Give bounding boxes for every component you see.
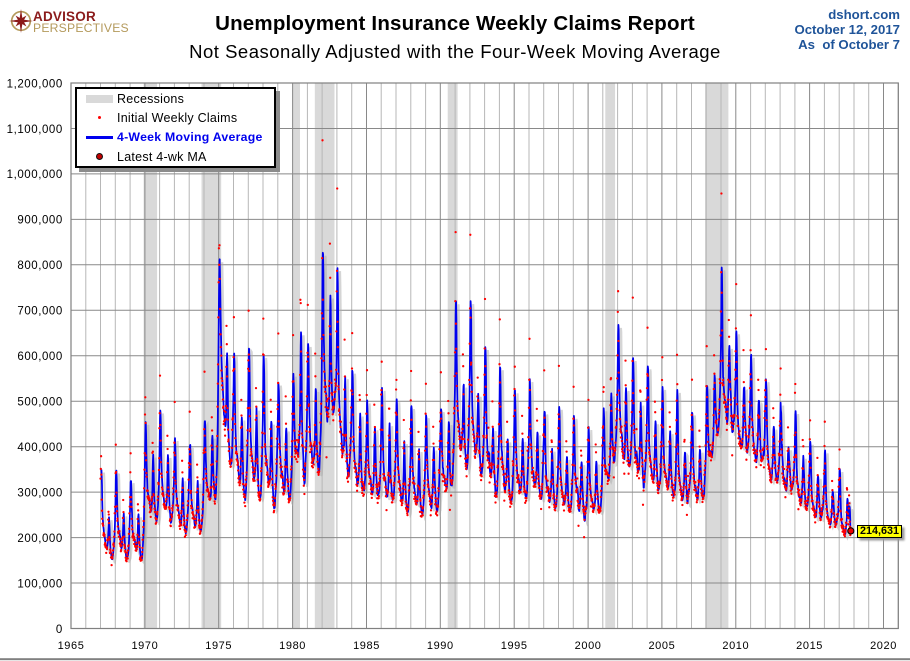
svg-text:1995: 1995 [501,640,528,652]
svg-text:300,000: 300,000 [17,487,62,499]
svg-text:1965: 1965 [58,640,85,652]
svg-text:1970: 1970 [131,640,158,652]
svg-text:1,200,000: 1,200,000 [7,78,63,90]
svg-text:2020: 2020 [870,640,897,652]
svg-text:2005: 2005 [648,640,675,652]
svg-text:600,000: 600,000 [17,351,62,363]
svg-text:1975: 1975 [205,640,232,652]
svg-text:0: 0 [56,624,63,636]
svg-text:2000: 2000 [575,640,602,652]
svg-text:1,000,000: 1,000,000 [7,169,63,181]
svg-text:200,000: 200,000 [17,533,62,545]
svg-text:2010: 2010 [722,640,749,652]
svg-text:400,000: 400,000 [17,442,62,454]
svg-text:2015: 2015 [796,640,823,652]
svg-text:1980: 1980 [279,640,306,652]
svg-text:900,000: 900,000 [17,215,62,227]
svg-text:100,000: 100,000 [17,578,62,590]
svg-text:800,000: 800,000 [17,260,62,272]
svg-text:700,000: 700,000 [17,306,62,318]
svg-text:1990: 1990 [427,640,454,652]
svg-text:500,000: 500,000 [17,397,62,409]
svg-text:1985: 1985 [353,640,380,652]
svg-text:1,100,000: 1,100,000 [7,124,63,136]
